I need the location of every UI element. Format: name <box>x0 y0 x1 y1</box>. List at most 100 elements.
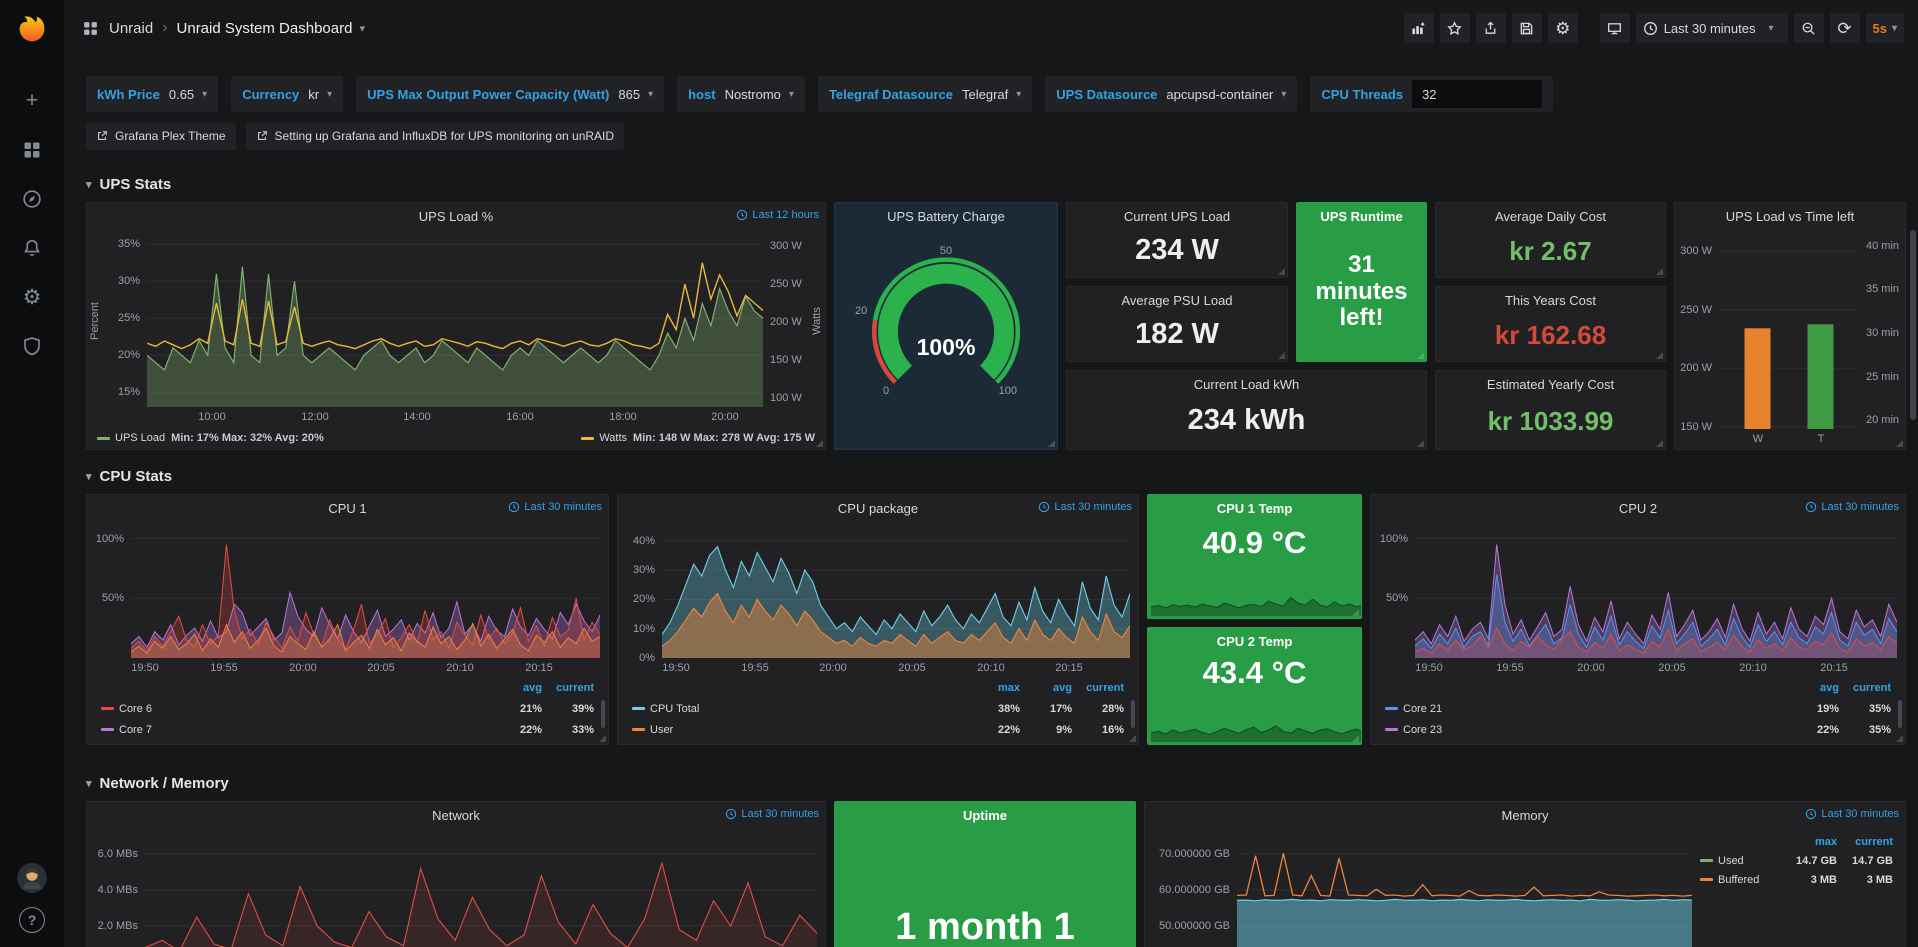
panel-title[interactable]: Estimated Yearly Cost <box>1487 377 1614 392</box>
configuration-gear-icon[interactable]: ⚙ <box>12 277 52 317</box>
panel-title[interactable]: CPU 1 <box>328 501 366 516</box>
legend-swatch <box>632 728 645 731</box>
panel-title[interactable]: Network <box>432 808 480 823</box>
ups-load-chart[interactable]: 35%30%25%20%15%300 W250 W200 W150 W100 W… <box>87 229 825 427</box>
legend-row: Core 21 19% 35% <box>1385 698 1891 719</box>
panel-title[interactable]: Uptime <box>963 808 1007 823</box>
apps-grid-icon[interactable] <box>82 20 99 37</box>
legend-series-name[interactable]: Core 21 <box>1403 703 1442 715</box>
top-navbar: Unraid › Unraid System Dashboard ▾ ⚙ <box>64 0 1918 56</box>
panel-title[interactable]: CPU 2 Temp <box>1217 634 1293 649</box>
memory-chart[interactable]: 70.000000 GB60.000000 GB50.000000 GB <box>1145 828 1700 947</box>
variable-telegraf-datasource[interactable]: Telegraf Datasource Telegraf ▾ <box>818 76 1032 112</box>
variable-kwh-price[interactable]: kWh Price 0.65 ▾ <box>86 76 218 112</box>
variable-host[interactable]: host Nostromo ▾ <box>677 76 805 112</box>
cpu2-legend: avg current Core 21 19% 35% Core 23 22% <box>1371 678 1905 744</box>
panel-title[interactable]: Current Load kWh <box>1194 377 1300 392</box>
legend-swatch <box>581 437 594 440</box>
variable-ups-datasource[interactable]: UPS Datasource apcupsd-container ▾ <box>1045 76 1297 112</box>
panel-title[interactable]: CPU 1 Temp <box>1217 501 1293 516</box>
legend-column-header[interactable]: avg <box>1020 682 1072 694</box>
ups-load-vs-time-chart[interactable]: 300 W250 W200 W150 W40 min35 min30 min25… <box>1675 229 1905 449</box>
dashboard-settings-button[interactable]: ⚙ <box>1548 13 1578 43</box>
panel-title[interactable]: Memory <box>1502 808 1549 823</box>
variable-currency[interactable]: Currency kr ▾ <box>231 76 343 112</box>
dashboard-title-caret-icon[interactable]: ▾ <box>359 22 365 35</box>
help-icon[interactable]: ? <box>19 907 45 933</box>
legend-series-name[interactable]: Core 6 <box>119 703 152 715</box>
legend-scrollbar[interactable] <box>1898 700 1902 728</box>
panel-title[interactable]: Average Daily Cost <box>1495 209 1606 224</box>
legend-row: CPU Total 38% 17% 28% <box>632 698 1124 719</box>
grafana-logo-icon[interactable] <box>14 11 50 47</box>
alerting-bell-icon[interactable] <box>12 228 52 268</box>
star-dashboard-button[interactable] <box>1440 13 1470 43</box>
legend-swatch <box>632 707 645 710</box>
explore-compass-icon[interactable] <box>12 179 52 219</box>
time-range-picker[interactable]: Last 30 minutes ▾ <box>1636 13 1788 43</box>
add-panel-button[interactable] <box>1404 13 1434 43</box>
panel-estimated-yearly-cost: Estimated Yearly Cost kr 1033.99 <box>1435 370 1666 450</box>
legend-series-name[interactable]: Core 7 <box>119 724 152 736</box>
user-avatar[interactable] <box>17 863 47 893</box>
legend-series-stats: Min: 17% Max: 32% Avg: 20% <box>171 432 324 444</box>
legend-column-header[interactable]: current <box>1837 836 1893 848</box>
legend-series-name[interactable]: User <box>650 724 673 736</box>
panel-title[interactable]: Current UPS Load <box>1124 209 1230 224</box>
breadcrumb-folder[interactable]: Unraid <box>109 20 153 37</box>
panel-title[interactable]: CPU package <box>838 501 918 516</box>
refresh-interval-picker[interactable]: 5s ▾ <box>1866 13 1905 43</box>
dashboards-icon[interactable] <box>12 130 52 170</box>
caret-down-icon: ▾ <box>648 89 653 100</box>
legend-scrollbar[interactable] <box>1131 700 1135 728</box>
legend-series-name[interactable]: Watts <box>599 432 627 444</box>
variable-ups-max-output[interactable]: UPS Max Output Power Capacity (Watt) 865… <box>356 76 664 112</box>
legend-series-name[interactable]: CPU Total <box>650 703 699 715</box>
panel-title[interactable]: CPU 2 <box>1619 501 1657 516</box>
link-ups-monitoring-guide[interactable]: Setting up Grafana and InfluxDB for UPS … <box>246 123 625 150</box>
legend-column-header[interactable]: current <box>542 682 594 694</box>
cpu-package-chart[interactable]: 40%30%20%10%0%19:5019:5520:0020:0520:102… <box>618 521 1138 678</box>
legend-column-header[interactable]: current <box>1839 682 1891 694</box>
cpu-panels-row: CPU 1 Last 30 minutes 100%50%19:5019:552… <box>86 494 1906 745</box>
legend-series-name[interactable]: Used <box>1718 855 1744 867</box>
legend-column-header[interactable]: avg <box>490 682 542 694</box>
main-area: Unraid › Unraid System Dashboard ▾ ⚙ <box>64 0 1918 947</box>
panel-title[interactable]: Average PSU Load <box>1121 293 1232 308</box>
legend-series-name[interactable]: Core 23 <box>1403 724 1442 736</box>
legend-column-header[interactable]: max <box>1781 836 1837 848</box>
row-header-network-memory[interactable]: ▾ Network / Memory <box>86 773 1906 793</box>
share-dashboard-button[interactable] <box>1476 13 1506 43</box>
page-scrollbar-thumb[interactable] <box>1910 230 1916 420</box>
link-grafana-plex-theme[interactable]: Grafana Plex Theme <box>86 123 236 150</box>
dashboard-title[interactable]: Unraid System Dashboard <box>177 20 353 37</box>
legend-column-header[interactable]: current <box>1072 682 1124 694</box>
legend-series-name[interactable]: Buffered <box>1718 874 1759 886</box>
row-header-ups-stats[interactable]: ▾ UPS Stats <box>86 174 1906 194</box>
cpu1-chart[interactable]: 100%50%19:5019:5520:0020:0520:1020:15 <box>87 521 608 678</box>
legend-column-header[interactable]: max <box>968 682 1020 694</box>
server-admin-shield-icon[interactable] <box>12 326 52 366</box>
panel-title[interactable]: This Years Cost <box>1505 293 1596 308</box>
chevron-down-icon: ▾ <box>86 777 92 790</box>
cpu-threads-input[interactable]: 32 <box>1412 80 1542 108</box>
create-plus-icon[interactable]: + <box>12 81 52 121</box>
legend-swatch <box>101 707 114 710</box>
save-dashboard-button[interactable] <box>1512 13 1542 43</box>
legend-column-header[interactable]: avg <box>1787 682 1839 694</box>
external-link-icon <box>256 130 268 142</box>
network-chart[interactable]: 6.0 MBs4.0 MBs2.0 MBs <box>87 828 825 947</box>
uptime-value: 1 month 1 <box>835 906 1135 947</box>
refresh-button[interactable]: ⟳ <box>1830 13 1860 43</box>
cycle-view-mode-button[interactable] <box>1600 13 1630 43</box>
panel-title[interactable]: UPS Load vs Time left <box>1726 209 1855 224</box>
panel-title[interactable]: UPS Runtime <box>1320 209 1402 224</box>
legend-series-name[interactable]: UPS Load <box>115 432 165 444</box>
cpu2-chart[interactable]: 100%50%19:5019:5520:0020:0520:1020:15 <box>1371 521 1905 678</box>
legend-scrollbar[interactable] <box>601 700 605 728</box>
panel-ups-battery-charge: UPS Battery Charge 100% 0 20 50 <box>834 202 1058 450</box>
panel-title[interactable]: UPS Battery Charge <box>887 209 1005 224</box>
row-header-cpu-stats[interactable]: ▾ CPU Stats <box>86 466 1906 486</box>
zoom-out-time-button[interactable] <box>1794 13 1824 43</box>
panel-title[interactable]: UPS Load % <box>419 209 493 224</box>
